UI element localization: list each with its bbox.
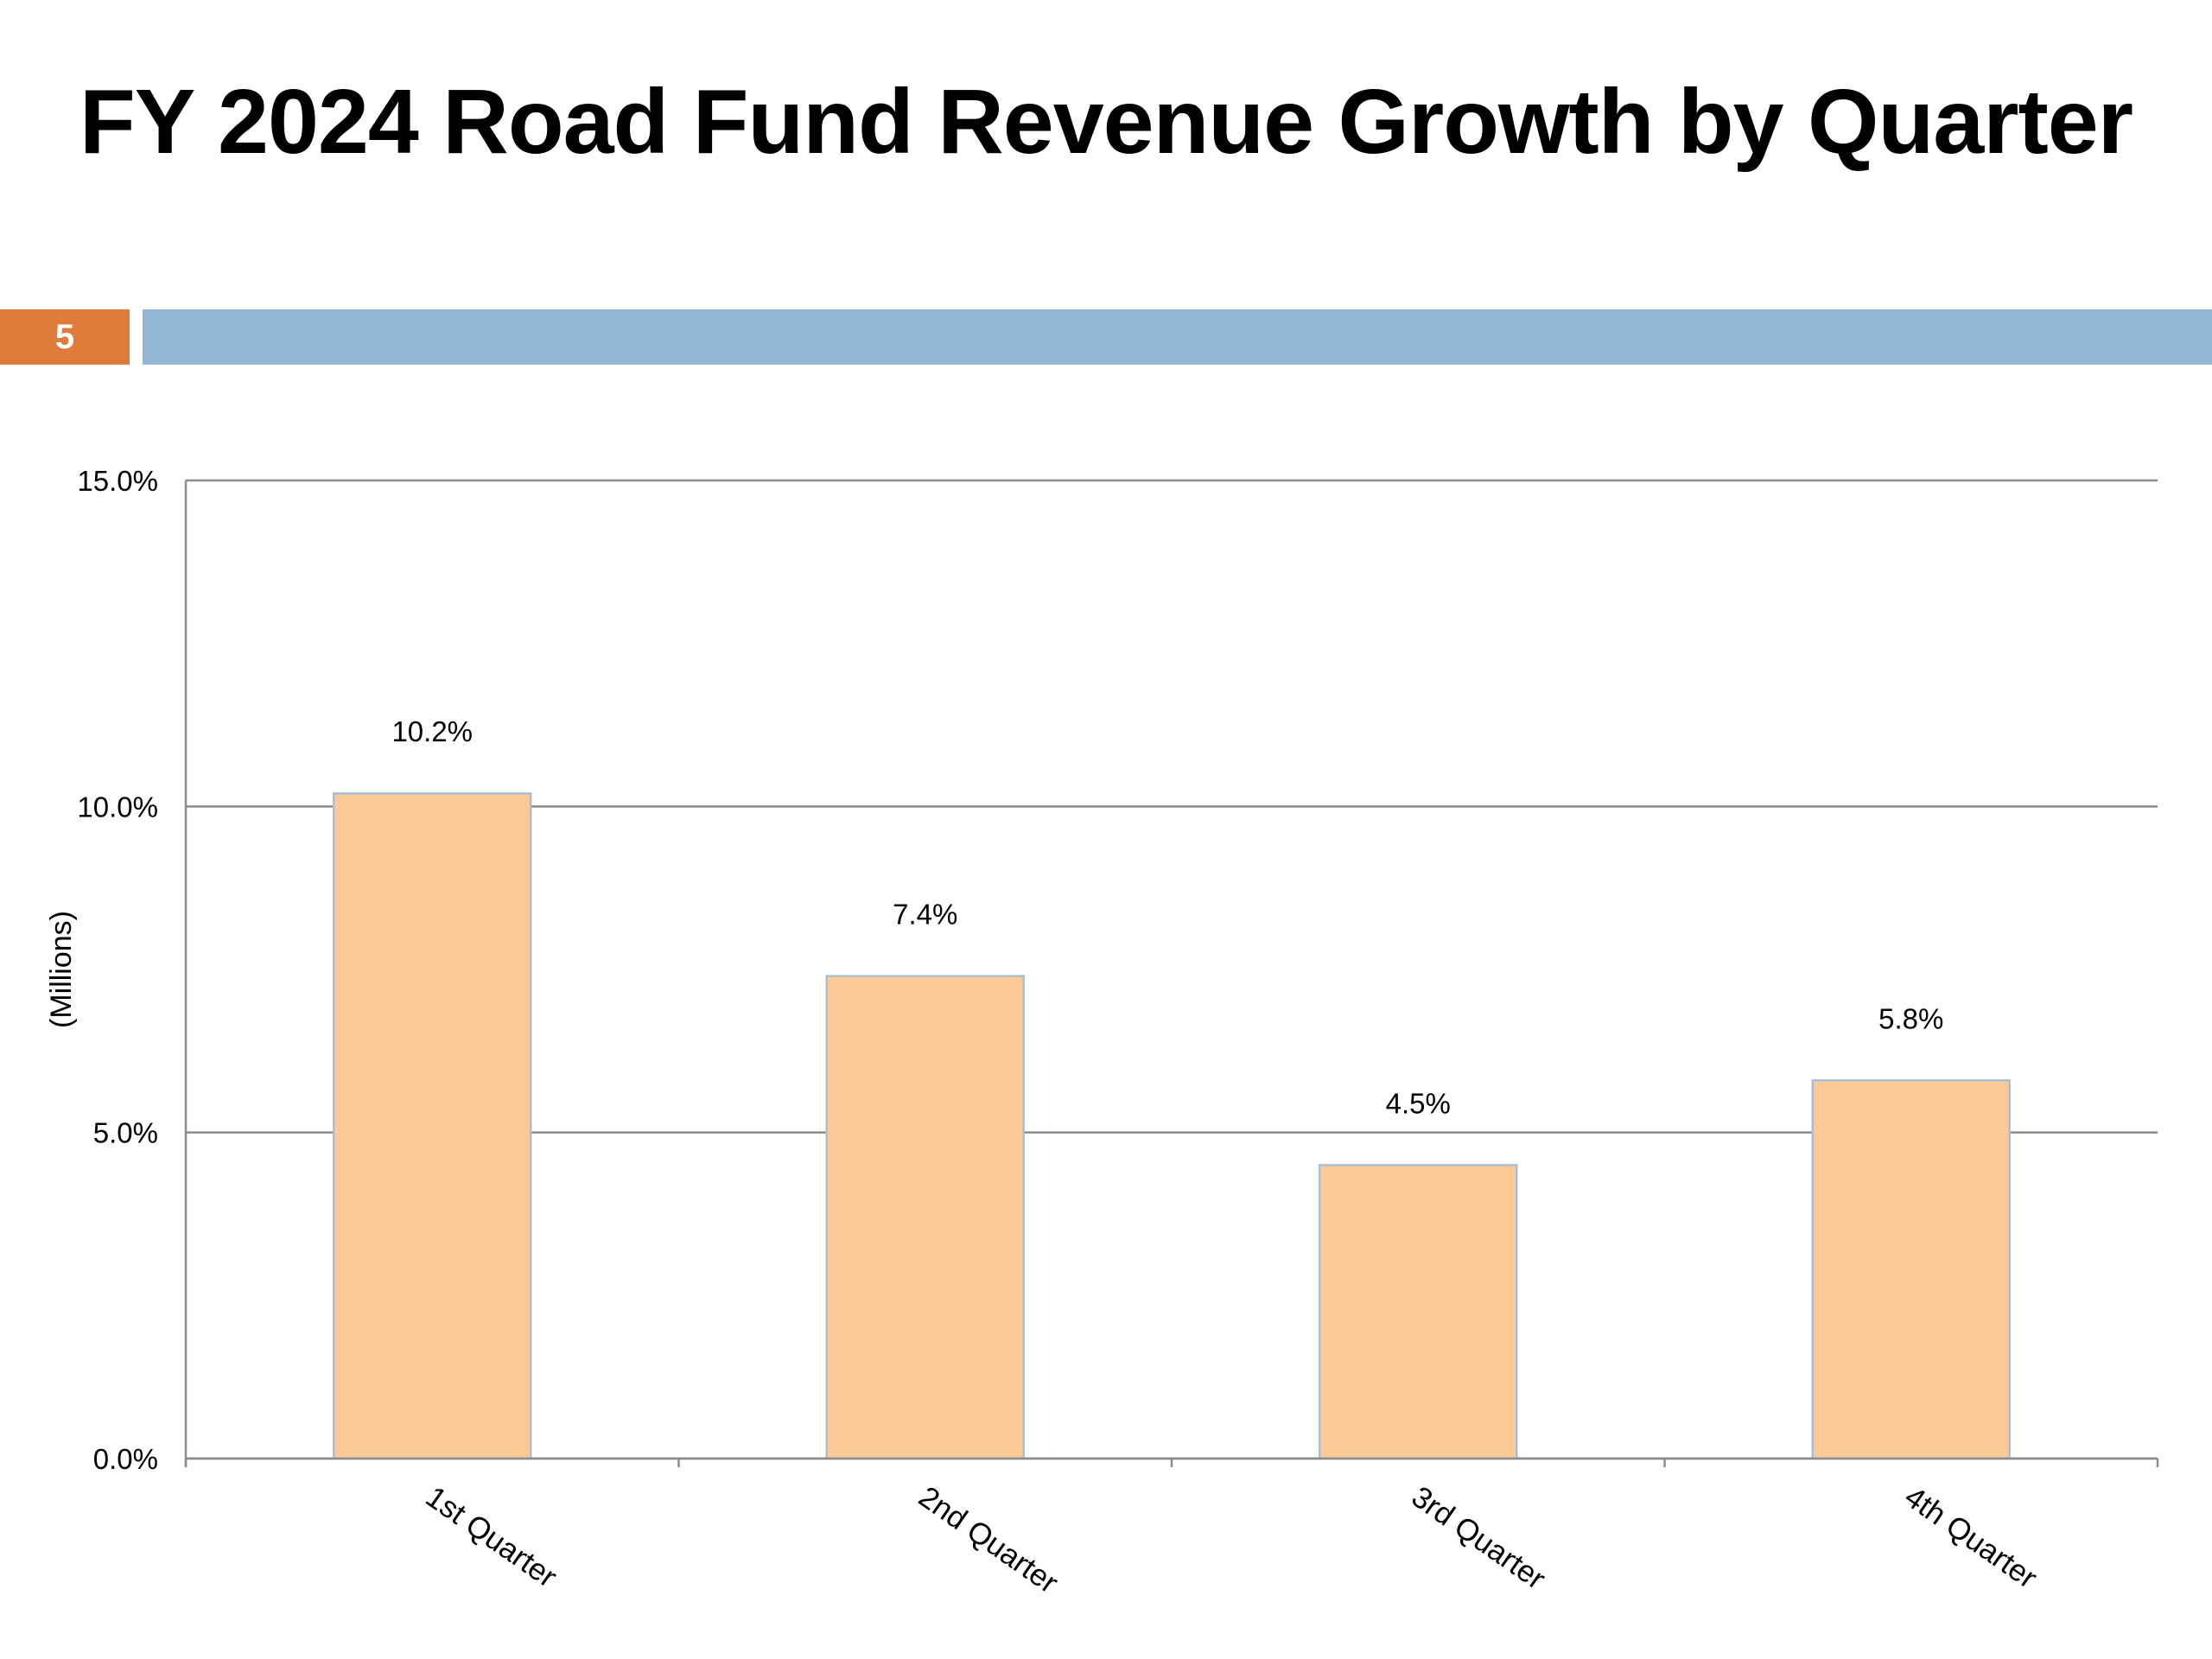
bar-value-label: 7.4% [893,899,957,931]
header-divider-bar [143,309,2212,365]
bar [1811,1079,2011,1460]
axes [184,480,2159,1467]
y-tick-label: 0.0% [93,1443,158,1475]
bar-value-label: 10.2% [391,715,473,747]
bars [333,791,2011,1460]
x-category-label: 4th Quarter [1898,1480,2044,1596]
y-tick-label: 10.0% [77,791,158,823]
slide-title: FY 2024 Road Fund Revenue Growth by Quar… [79,71,2133,173]
bar [825,975,1025,1460]
bar-value-label: 4.5% [1386,1087,1451,1119]
bar-value-label: 5.8% [1878,1002,1943,1034]
y-tick-label: 5.0% [93,1117,158,1149]
x-category-label: 3rd Quarter [1406,1480,1552,1597]
bar [333,791,532,1460]
y-tick-label: 15.0% [77,465,158,497]
slide-number-badge: 5 [0,309,130,365]
x-category-label: 2nd Quarter [912,1480,1065,1600]
y-axis-title: (Millions) [45,911,78,1028]
bar [1319,1164,1518,1460]
x-category-label: 1st Quarter [420,1480,563,1595]
slide-number: 5 [54,317,75,356]
